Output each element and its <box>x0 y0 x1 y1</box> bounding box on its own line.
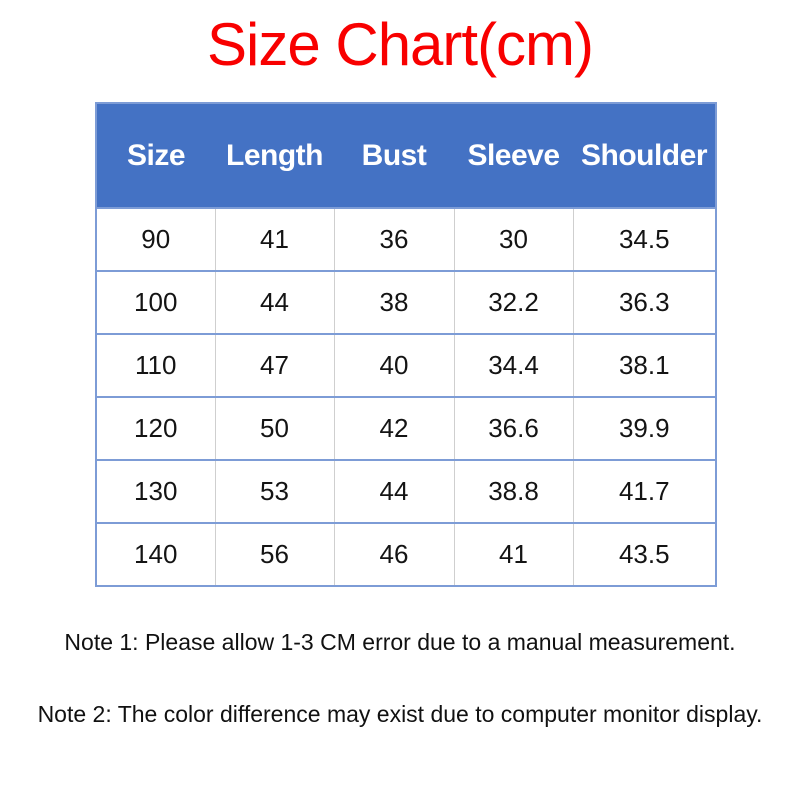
table-cell: 38.8 <box>453 459 574 524</box>
size-chart-table: Size Length Bust Sleeve Shoulder 90 41 3… <box>95 102 717 587</box>
table-header-row: Size Length Bust Sleeve Shoulder <box>96 103 716 208</box>
table-cell: 100 <box>95 270 216 335</box>
table-row: 90 41 36 30 34.5 <box>95 207 717 272</box>
table-cell: 44 <box>333 459 455 524</box>
header-cell-sleeve: Sleeve <box>454 103 573 208</box>
header-cell-bust: Bust <box>334 103 454 208</box>
table-cell: 38.1 <box>572 333 717 398</box>
table-cell: 32.2 <box>453 270 574 335</box>
table-cell: 47 <box>214 333 335 398</box>
table-cell: 43.5 <box>572 522 717 587</box>
table-cell: 41 <box>214 207 335 272</box>
note-2: Note 2: The color difference may exist d… <box>37 701 763 727</box>
table-row: 140 56 46 41 43.5 <box>95 522 717 587</box>
table-cell: 56 <box>214 522 335 587</box>
table-cell: 53 <box>214 459 335 524</box>
table-cell: 41.7 <box>572 459 717 524</box>
table-cell: 40 <box>333 333 455 398</box>
table-cell: 38 <box>333 270 455 335</box>
table-cell: 42 <box>333 396 455 461</box>
table-cell: 44 <box>214 270 335 335</box>
table-cell: 140 <box>95 522 216 587</box>
table-cell: 120 <box>95 396 216 461</box>
note-1: Note 1: Please allow 1-3 CM error due to… <box>64 629 736 655</box>
table-row: 120 50 42 36.6 39.9 <box>95 396 717 461</box>
table-cell: 39.9 <box>572 396 717 461</box>
table-cell: 36 <box>333 207 455 272</box>
table-cell: 30 <box>453 207 574 272</box>
table-cell: 90 <box>95 207 216 272</box>
table-cell: 36.6 <box>453 396 574 461</box>
table-cell: 46 <box>333 522 455 587</box>
table-cell: 50 <box>214 396 335 461</box>
table-cell: 41 <box>453 522 574 587</box>
table-cell: 130 <box>95 459 216 524</box>
header-cell-size: Size <box>96 103 215 208</box>
header-cell-shoulder: Shoulder <box>573 103 716 208</box>
table-row: 110 47 40 34.4 38.1 <box>95 333 717 398</box>
table-row: 100 44 38 32.2 36.3 <box>95 270 717 335</box>
table-cell: 110 <box>95 333 216 398</box>
header-cell-length: Length <box>215 103 334 208</box>
table-row: 130 53 44 38.8 41.7 <box>95 459 717 524</box>
table-cell: 34.4 <box>453 333 574 398</box>
table-cell: 34.5 <box>572 207 717 272</box>
table-cell: 36.3 <box>572 270 717 335</box>
page-title: Size Chart(cm) <box>206 11 594 78</box>
